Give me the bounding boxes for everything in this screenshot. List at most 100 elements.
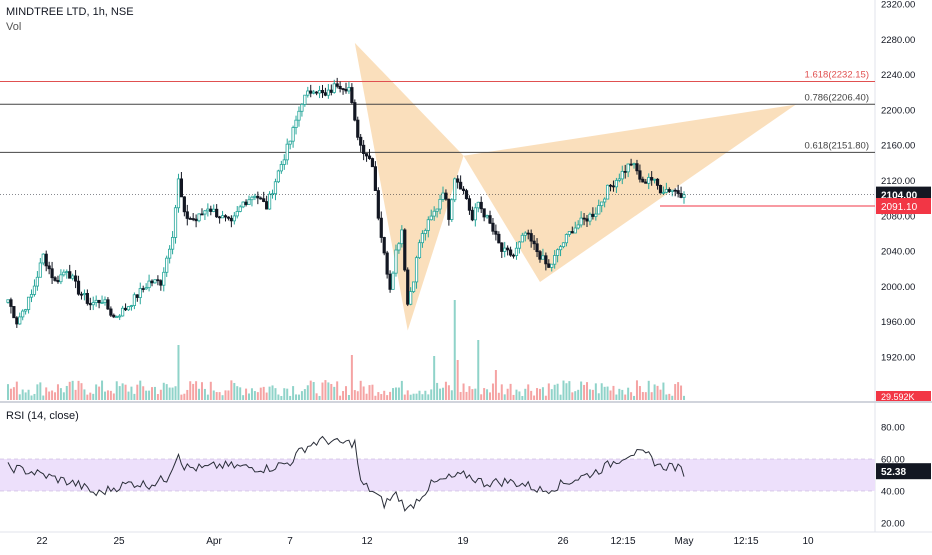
volume-bar (36, 384, 39, 400)
volume-bar (51, 390, 54, 400)
candle-body (32, 285, 37, 295)
fib-label: 0.786(2206.40) (805, 92, 869, 103)
candle-body (423, 230, 427, 234)
candle-body (679, 193, 683, 198)
volume-bar (92, 393, 95, 400)
volume-bar (597, 393, 600, 400)
candle-body (514, 247, 519, 256)
candle-body (226, 216, 231, 219)
volume-bar (350, 355, 353, 400)
candle-body (44, 253, 48, 267)
volume-bar (206, 394, 209, 400)
candle-body (220, 215, 225, 219)
candle-body (653, 178, 657, 181)
volume-bar (83, 389, 86, 400)
candle-body (126, 306, 131, 311)
volume-bar (230, 380, 233, 400)
candle-body (617, 178, 621, 181)
candle-body (335, 83, 339, 87)
candle-body (300, 103, 304, 112)
candle-body (388, 273, 392, 290)
candle-body (165, 257, 169, 273)
volume-bar (527, 384, 530, 400)
price-axis (875, 0, 932, 550)
candle-body (144, 287, 148, 290)
harmonic-pattern-xab (354, 42, 464, 331)
volume-bar (503, 394, 506, 400)
volume-bar (306, 385, 309, 400)
price-tick-label: 2320.00 (881, 0, 915, 11)
candle-body (676, 190, 680, 194)
volume-bar (371, 384, 374, 400)
candle-body (285, 143, 289, 161)
candle-body (106, 299, 110, 310)
candle-body (582, 217, 586, 220)
candle-body (567, 231, 571, 235)
volume-bar (650, 392, 653, 400)
volume-bar (453, 300, 456, 400)
volume-bar (397, 387, 400, 400)
time-tick-label: 10 (802, 536, 814, 547)
candle-body (614, 179, 619, 188)
volume-bar (627, 387, 630, 400)
candle-body (194, 218, 198, 222)
volume-bar (565, 383, 568, 400)
candle-body (103, 299, 107, 303)
volume-bar (106, 390, 109, 400)
candle-body (88, 303, 92, 306)
candle-body (532, 240, 536, 245)
fib-label: 0.618(2151.80) (805, 140, 869, 151)
volume-bar (180, 394, 183, 400)
candle-body (373, 166, 377, 191)
candle-body (414, 257, 419, 283)
volume-bar (374, 395, 377, 400)
volume-bar (265, 392, 268, 400)
rsi-ticks: 80.00 60.00 40.00 20.00 (881, 423, 905, 530)
volume-bar (644, 392, 647, 400)
candle-body (658, 185, 663, 194)
price-tick-label: 2120.00 (881, 176, 915, 187)
volume-bar (647, 380, 650, 400)
candle-body (188, 218, 192, 220)
candle-body (385, 252, 389, 275)
candle-body (600, 201, 604, 207)
volume-bar (656, 385, 659, 400)
volume-bar (591, 389, 594, 400)
candle-body (18, 316, 22, 325)
candle-body (41, 253, 45, 264)
volume-bar (239, 387, 242, 400)
volume-bar (633, 395, 636, 400)
volume-bar (168, 387, 171, 400)
volume-bar (300, 391, 303, 400)
candle-body (256, 195, 260, 199)
candle-body (459, 181, 463, 190)
candle-body (191, 218, 195, 220)
fib-label: 1.618(2232.15) (805, 70, 869, 81)
volume-bar (224, 390, 227, 400)
volume-bar (668, 393, 671, 400)
volume-bar (568, 381, 571, 400)
price-tick-label: 1960.00 (881, 317, 915, 328)
volume-bar (280, 395, 283, 400)
time-tick-label: 19 (457, 536, 469, 547)
candle-body (112, 314, 116, 318)
volume-bar (638, 386, 641, 400)
candle-body (485, 215, 489, 218)
volume-bar (412, 393, 415, 400)
candle-body (588, 213, 592, 222)
candle-body (332, 83, 336, 93)
candle-body (550, 263, 554, 268)
volume-bar (577, 389, 580, 400)
candle-body (68, 271, 72, 279)
volume-bar (447, 385, 450, 400)
volume-bar (62, 392, 65, 400)
volume-bar (200, 382, 203, 400)
candle-body (197, 213, 201, 222)
candle-body (74, 275, 78, 282)
volume-bar (500, 384, 503, 400)
volume-bar (444, 381, 447, 400)
candle-body (26, 296, 31, 310)
volume-bar (77, 380, 80, 400)
